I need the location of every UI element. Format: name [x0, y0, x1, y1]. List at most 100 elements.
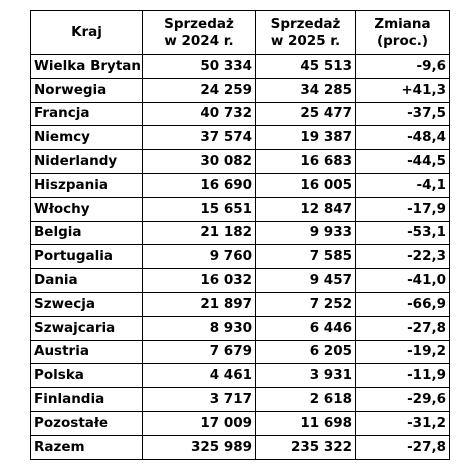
- cell-change: -29,6: [355, 387, 450, 412]
- cell-sales-2025: 11 698: [255, 410, 356, 436]
- cell-sales-2024: 3 717: [142, 387, 256, 412]
- cell-country: Belgia: [30, 220, 143, 246]
- cell-sales-2024: 24 259: [142, 77, 256, 103]
- cell-change: -53,1: [355, 220, 450, 246]
- cell-country: Razem: [30, 434, 143, 460]
- cell-sales-2024: 4 461: [142, 363, 256, 389]
- table-row: Włochy 15 651 12 847 -17,9: [30, 196, 450, 222]
- cell-country: Dania: [30, 268, 143, 293]
- cell-sales-2024: 16 032: [142, 268, 256, 293]
- cell-sales-2025: 9 457: [255, 268, 356, 293]
- header-sales-2025-line-2: w 2025 r.: [270, 32, 341, 49]
- cell-change: -17,9: [355, 196, 450, 222]
- cell-sales-2025: 7 252: [255, 291, 356, 317]
- header-change-line-1: Zmiana: [374, 15, 431, 32]
- cell-sales-2025: 3 931: [255, 363, 356, 389]
- cell-sales-2024: 15 651: [142, 196, 256, 222]
- header-sales-2024-line-2: w 2024 r.: [164, 32, 234, 49]
- header-sales-2024-line-1: Sprzedaż: [164, 15, 234, 32]
- cell-sales-2024: 325 989: [142, 434, 256, 460]
- table-row: Austria 7 679 6 205 -19,2: [30, 339, 450, 365]
- cell-change: -27,8: [355, 315, 450, 341]
- cell-sales-2025: 9 933: [255, 220, 356, 246]
- cell-sales-2025: 19 387: [255, 125, 356, 151]
- cell-sales-2025: 7 585: [255, 244, 356, 270]
- cell-sales-2024: 8 930: [142, 315, 256, 341]
- cell-change: -31,2: [355, 410, 450, 436]
- cell-change: -27,8: [355, 434, 450, 460]
- cell-country: Francja: [30, 101, 143, 127]
- sales-table: Kraj Sprzedaż w 2024 r. Sprzedaż w 2025 …: [30, 10, 450, 460]
- cell-country: Szwajcaria: [30, 315, 143, 341]
- header-country-label: Kraj: [71, 24, 102, 40]
- cell-country: Polska: [30, 363, 143, 389]
- table-row: Pozostałe 17 009 11 698 -31,2: [30, 410, 450, 436]
- table-row: Szwecja 21 897 7 252 -66,9: [30, 291, 450, 317]
- cell-change: -44,5: [355, 149, 450, 174]
- cell-country: Szwecja: [30, 291, 143, 317]
- cell-sales-2025: 2 618: [255, 387, 356, 412]
- cell-sales-2025: 6 205: [255, 339, 356, 365]
- header-country: Kraj: [30, 10, 143, 55]
- cell-sales-2024: 21 182: [142, 220, 256, 246]
- cell-change: -19,2: [355, 339, 450, 365]
- cell-sales-2025: 25 477: [255, 101, 356, 127]
- header-row: Kraj Sprzedaż w 2024 r. Sprzedaż w 2025 …: [30, 10, 450, 55]
- header-sales-2024: Sprzedaż w 2024 r.: [142, 10, 256, 55]
- cell-sales-2025: 6 446: [255, 315, 356, 341]
- cell-sales-2024: 50 334: [142, 54, 256, 79]
- cell-change: -11,9: [355, 363, 450, 389]
- header-change: Zmiana (proc.): [355, 10, 450, 55]
- table-row: Norwegia 24 259 34 285 +41,3: [30, 77, 450, 103]
- table-row: Portugalia 9 760 7 585 -22,3: [30, 244, 450, 270]
- cell-change: -9,6: [355, 54, 450, 79]
- cell-change: -4,1: [355, 172, 450, 198]
- table-row: Niderlandy 30 082 16 683 -44,5: [30, 149, 450, 174]
- cell-country: Finlandia: [30, 387, 143, 412]
- cell-country: Portugalia: [30, 244, 143, 270]
- cell-change: -37,5: [355, 101, 450, 127]
- cell-country: Wielka Brytania: [30, 54, 143, 79]
- cell-sales-2025: 16 683: [255, 149, 356, 174]
- cell-sales-2024: 16 690: [142, 172, 256, 198]
- cell-sales-2025: 16 005: [255, 172, 356, 198]
- table-row: Belgia 21 182 9 933 -53,1: [30, 220, 450, 246]
- table-header: Kraj Sprzedaż w 2024 r. Sprzedaż w 2025 …: [30, 10, 450, 55]
- table-row: Razem 325 989 235 322 -27,8: [30, 434, 450, 460]
- cell-change: -41,0: [355, 268, 450, 293]
- table-row: Francja 40 732 25 477 -37,5: [30, 101, 450, 127]
- cell-change: -22,3: [355, 244, 450, 270]
- cell-sales-2024: 21 897: [142, 291, 256, 317]
- cell-sales-2025: 12 847: [255, 196, 356, 222]
- cell-sales-2024: 17 009: [142, 410, 256, 436]
- cell-sales-2025: 235 322: [255, 434, 356, 460]
- table-row: Dania 16 032 9 457 -41,0: [30, 268, 450, 293]
- header-change-line-2: (proc.): [376, 32, 429, 49]
- cell-sales-2024: 7 679: [142, 339, 256, 365]
- cell-change: -66,9: [355, 291, 450, 317]
- cell-sales-2025: 34 285: [255, 77, 356, 103]
- sales-table-container: Kraj Sprzedaż w 2024 r. Sprzedaż w 2025 …: [30, 10, 450, 460]
- cell-country: Niderlandy: [30, 149, 143, 174]
- table-row: Szwajcaria 8 930 6 446 -27,8: [30, 315, 450, 341]
- table-row: Niemcy 37 574 19 387 -48,4: [30, 125, 450, 151]
- header-sales-2025-line-1: Sprzedaż: [270, 15, 341, 32]
- cell-country: Hiszpania: [30, 172, 143, 198]
- table-row: Hiszpania 16 690 16 005 -4,1: [30, 172, 450, 198]
- cell-country: Włochy: [30, 196, 143, 222]
- header-sales-2025: Sprzedaż w 2025 r.: [255, 10, 356, 55]
- cell-sales-2024: 37 574: [142, 125, 256, 151]
- cell-sales-2024: 30 082: [142, 149, 256, 174]
- cell-sales-2024: 9 760: [142, 244, 256, 270]
- cell-change: +41,3: [355, 77, 450, 103]
- table-row: Finlandia 3 717 2 618 -29,6: [30, 387, 450, 412]
- cell-country: Pozostałe: [30, 410, 143, 436]
- cell-sales-2024: 40 732: [142, 101, 256, 127]
- cell-country: Norwegia: [30, 77, 143, 103]
- cell-country: Niemcy: [30, 125, 143, 151]
- cell-country: Austria: [30, 339, 143, 365]
- cell-sales-2025: 45 513: [255, 54, 356, 79]
- cell-change: -48,4: [355, 125, 450, 151]
